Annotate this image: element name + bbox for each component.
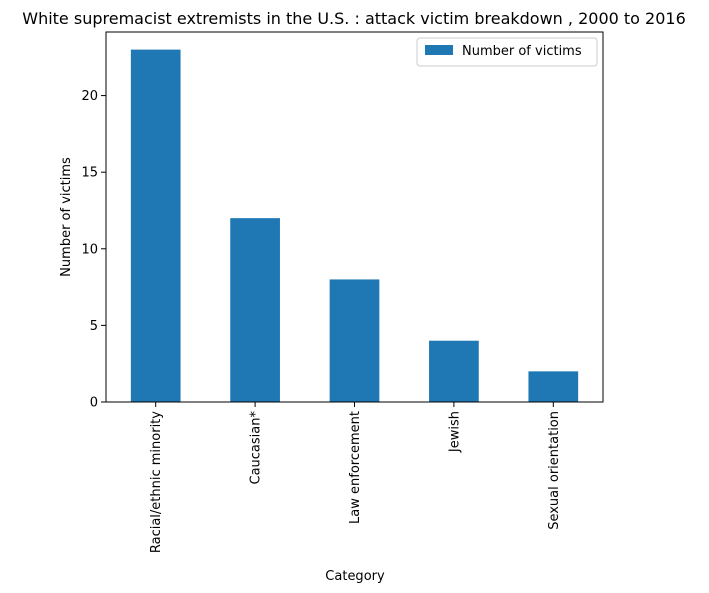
chart-title: White supremacist extremists in the U.S.… [22,9,686,28]
bar [528,371,579,402]
bar [329,279,380,402]
x-tick-label: Caucasian* [249,411,264,485]
bars-group [130,49,579,402]
x-tick-label: Jewish [447,411,462,453]
bar [230,218,280,402]
y-tick-label: 20 [81,89,98,104]
y-axis-label: Number of victims [59,157,74,277]
y-tick-label: 0 [90,396,98,411]
legend-swatch [425,45,453,55]
x-axis: Racial/ethnic minority Caucasian* Law enfo… [149,402,562,553]
y-axis: 0 5 10 15 20 [81,89,106,411]
bar [130,49,181,402]
y-tick-label: 5 [90,319,98,334]
x-tick-label: Sexual orientation [547,411,562,530]
bar [429,340,479,402]
y-tick-label: 10 [81,242,98,257]
legend-box [416,37,598,67]
x-tick-label: Racial/ethnic minority [149,411,164,553]
x-axis-label: Category [325,569,385,584]
x-tick-label: Law enforcement [348,411,363,524]
legend: Number of victims [416,37,598,67]
legend-label: Number of victims [462,44,582,59]
y-tick-label: 15 [81,166,98,181]
